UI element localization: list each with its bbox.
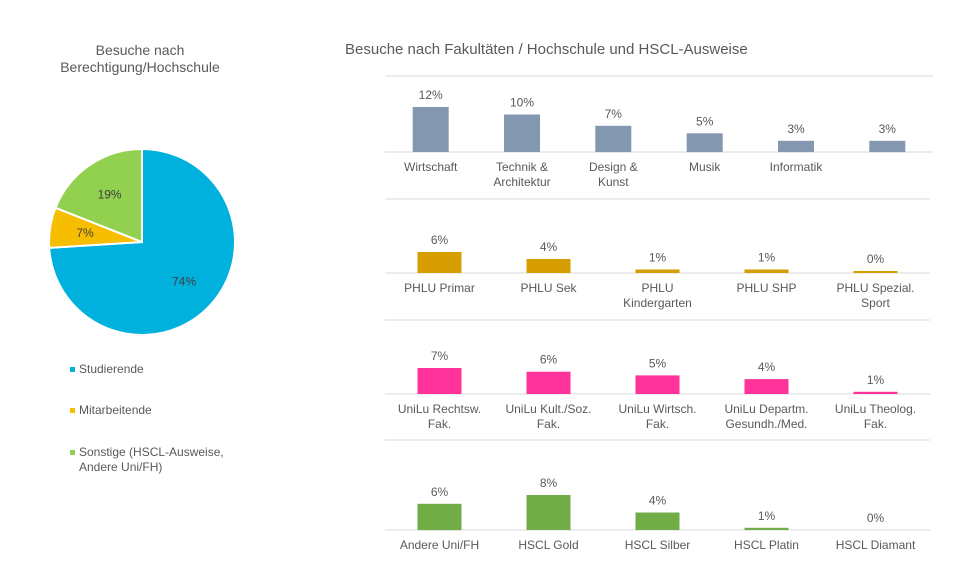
legend-label-2: Mitarbeitende: [79, 403, 152, 417]
bar-1-1: [412, 107, 449, 152]
bar-value-label-1-2: 10%: [510, 96, 534, 110]
bar-category-label-2-3: PHLU Kindergarten: [623, 281, 692, 310]
bar-value-label-4-3: 4%: [649, 494, 667, 508]
bar-4-3: [635, 512, 680, 530]
legend-label-3: Sonstige (HSCL-Ausweise, Andere Uni/FH): [79, 445, 224, 474]
bar-category-label-4-4: HSCL Platin: [734, 538, 799, 552]
bar-value-label-2-4: 1%: [758, 251, 776, 265]
bar-3-1: [417, 368, 462, 394]
pie-chart-title: Besuche nach Berechtigung/Hochschule: [40, 42, 240, 76]
bar-2-5: [853, 271, 898, 273]
pie-slice-label-2: 7%: [76, 226, 94, 240]
bar-category-label-1-2: Technik & Architektur: [493, 160, 550, 189]
bar-value-label-3-3: 5%: [649, 356, 667, 370]
legend-swatch-3: [70, 450, 75, 455]
bar-4-4: [744, 527, 789, 530]
bar-category-label-2-4: PHLU SHP: [736, 281, 796, 295]
bar-category-label-3-2: UniLu Kult./Soz. Fak.: [505, 402, 591, 431]
bar-3-3: [635, 375, 680, 394]
pie-chart: 74% 7% 19%: [48, 147, 236, 336]
legend-swatch-1: [70, 367, 75, 372]
bar-4-2: [526, 495, 571, 530]
bar-value-label-4-2: 8%: [540, 476, 558, 490]
bar-3-5: [853, 391, 898, 394]
bar-value-label-2-5: 0%: [867, 252, 885, 266]
bar-category-label-1-3: Design & Kunst: [589, 160, 638, 189]
bar-chart-title: Besuche nach Fakultäten / Hochschule und…: [345, 41, 748, 58]
pie-slice-3: [54, 147, 143, 244]
bar-value-label-4-4: 1%: [758, 509, 776, 523]
bar-1-3: [595, 125, 632, 153]
bar-value-label-2-2: 4%: [540, 240, 558, 254]
bar-category-label-4-3: HSCL Silber: [625, 538, 691, 552]
bar-value-label-3-1: 7%: [431, 349, 449, 363]
bar-category-label-4-2: HSCL Gold: [518, 538, 578, 552]
bar-4-1: [417, 503, 462, 531]
bar-value-label-1-4: 5%: [696, 114, 714, 128]
bar-category-label-4-1: Andere Uni/FH: [400, 538, 479, 552]
legend-label-1: Studierende: [79, 362, 144, 376]
bar-category-label-3-5: UniLu Theolog. Fak.: [835, 402, 916, 431]
bar-category-label-3-4: UniLu Departm. Gesundh./Med.: [724, 402, 808, 431]
bar-2-2: [526, 259, 571, 273]
pie-title-line-1: Besuche nach: [95, 42, 185, 58]
bar-3-2: [526, 371, 571, 394]
bar-category-label-2-5: PHLU Spezial. Sport: [836, 281, 914, 310]
bar-value-label-1-1: 12%: [419, 88, 443, 102]
bar-3-4: [744, 379, 789, 394]
bar-category-label-3-1: UniLu Rechtsw. Fak.: [398, 402, 481, 431]
bar-value-label-1-3: 7%: [605, 107, 623, 121]
pie-slice-label-1: 74%: [172, 275, 196, 289]
bar-category-label-4-5: HSCL Diamant: [836, 538, 916, 552]
bar-1-2: [504, 114, 540, 152]
bar-value-label-2-3: 1%: [649, 251, 667, 265]
bar-category-label-3-3: UniLu Wirtsch. Fak.: [618, 402, 696, 431]
bar-value-label-4-1: 6%: [431, 485, 449, 499]
pie-slice-label-3: 19%: [98, 187, 122, 201]
bar-2-1: [417, 252, 462, 273]
bar-1-5: [778, 140, 814, 153]
bar-1-6: [869, 140, 906, 153]
bar-value-label-2-1: 6%: [431, 233, 449, 247]
bar-2-3: [635, 269, 680, 273]
bar-category-label-1-4: Musik: [689, 160, 721, 174]
bar-value-label-3-2: 6%: [540, 353, 558, 367]
pie-title-line-2: Berechtigung/Hochschule: [60, 59, 220, 75]
bar-category-label-2-2: PHLU Sek: [520, 281, 577, 295]
bar-value-label-3-4: 4%: [758, 360, 776, 374]
bar-value-label-4-5: 0%: [867, 511, 885, 525]
bar-category-label-1-5: Informatik: [770, 160, 824, 174]
bar-category-label-2-1: PHLU Primar: [404, 281, 475, 295]
bar-value-label-1-5: 3%: [787, 122, 805, 136]
bar-1-4: [686, 133, 723, 153]
legend-swatch-2: [70, 408, 75, 413]
bar-value-label-1-6: 3%: [879, 122, 897, 136]
bar-2-4: [744, 269, 789, 273]
bar-category-label-1-1: Wirtschaft: [404, 160, 458, 174]
bar-value-label-3-5: 1%: [867, 373, 885, 387]
